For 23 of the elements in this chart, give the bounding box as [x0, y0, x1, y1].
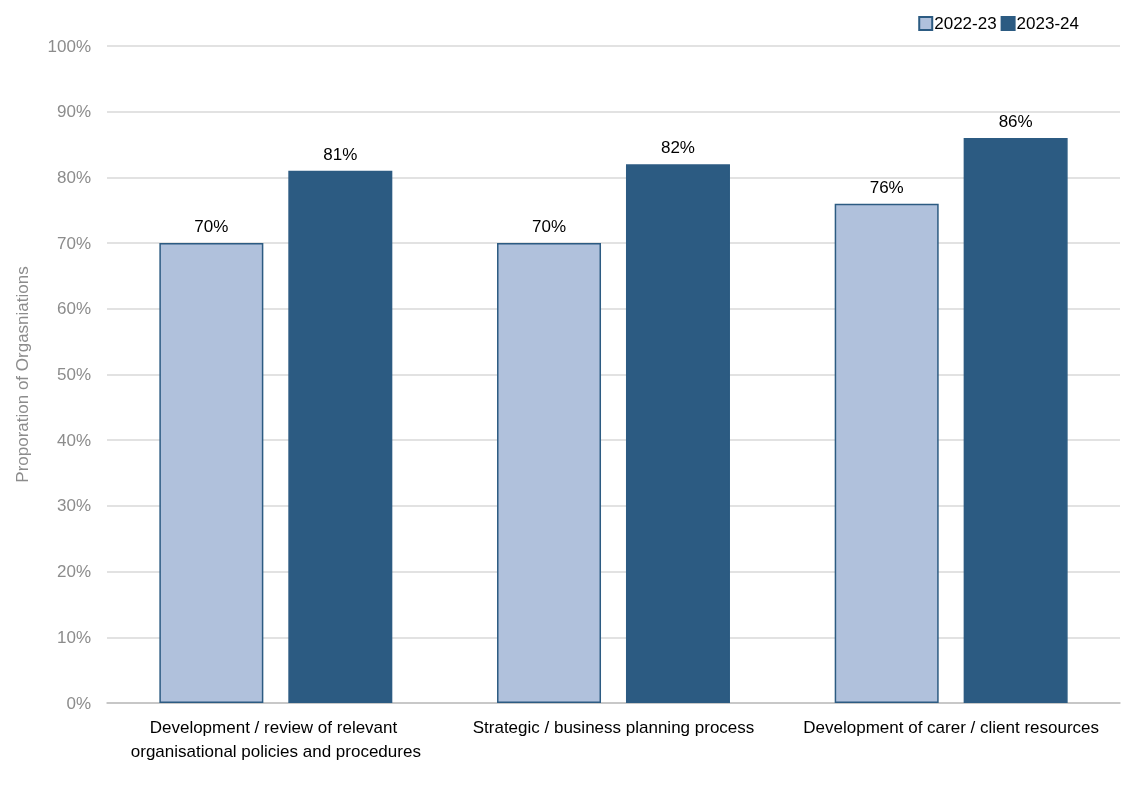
- data-label: 70%: [532, 217, 567, 237]
- y-tick-label: 100%: [47, 36, 91, 56]
- y-tick-label: 90%: [56, 102, 91, 122]
- y-tick-label: 10%: [56, 627, 91, 647]
- x-tick-label: Development of carer / client resources: [803, 717, 1100, 737]
- y-tick-label: 60%: [56, 299, 91, 319]
- data-label: 82%: [660, 138, 695, 158]
- legend-label: 2022-23: [934, 14, 997, 33]
- y-tick-label: 20%: [56, 562, 91, 582]
- data-label: 86%: [998, 111, 1033, 131]
- y-tick-label: 30%: [56, 496, 91, 516]
- y-axis-title: Proporation of Orgasniations: [13, 266, 32, 483]
- y-tick-label: 80%: [56, 167, 91, 187]
- data-label: 70%: [194, 217, 229, 237]
- legend-label: 2023-24: [1016, 14, 1079, 33]
- x-tick-label: Development / review of relevant organisational policies and procedures: [130, 717, 421, 761]
- y-tick-label: 70%: [56, 233, 91, 253]
- y-tick-label: 50%: [56, 365, 91, 384]
- data-label: 76%: [869, 177, 904, 197]
- y-tick-label: 0%: [66, 693, 91, 713]
- data-label: 81%: [323, 144, 358, 164]
- x-tick-label: Strategic / business planning process: [472, 717, 755, 737]
- y-tick-label: 40%: [56, 430, 91, 450]
